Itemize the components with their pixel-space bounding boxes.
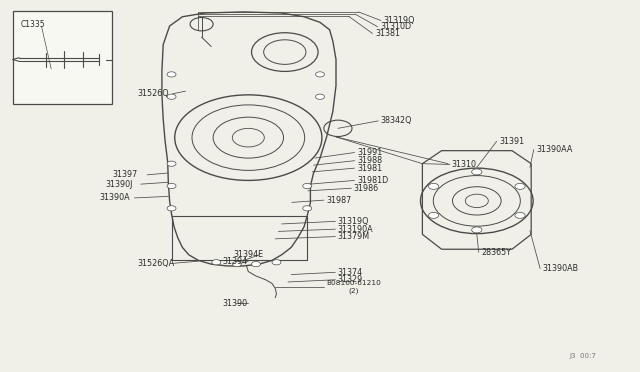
Circle shape	[316, 94, 324, 99]
Text: 38342Q: 38342Q	[381, 116, 412, 125]
Text: J3  00:7: J3 00:7	[570, 353, 596, 359]
Text: 31310: 31310	[451, 160, 476, 169]
Text: 31390J: 31390J	[106, 180, 133, 189]
Text: 31390: 31390	[223, 299, 248, 308]
Circle shape	[515, 212, 525, 218]
Text: 31991: 31991	[357, 148, 382, 157]
Circle shape	[316, 72, 324, 77]
Text: 31390A: 31390A	[99, 193, 130, 202]
Circle shape	[272, 260, 281, 265]
Text: 31526QA: 31526QA	[138, 259, 175, 268]
Circle shape	[232, 262, 241, 267]
Circle shape	[212, 260, 221, 265]
Text: 31390AA: 31390AA	[536, 145, 573, 154]
Text: 31394: 31394	[223, 257, 248, 266]
Circle shape	[472, 169, 482, 175]
Circle shape	[428, 183, 438, 189]
Text: 31526Q: 31526Q	[138, 89, 169, 98]
Text: B08160-61210
(2): B08160-61210 (2)	[326, 280, 381, 294]
Bar	[13, 11, 112, 104]
Text: 28365Y: 28365Y	[481, 248, 511, 257]
Text: 313190A: 313190A	[338, 225, 374, 234]
Circle shape	[428, 212, 438, 218]
Circle shape	[472, 227, 482, 233]
Text: 31397: 31397	[112, 170, 137, 179]
Circle shape	[303, 206, 312, 211]
Circle shape	[167, 94, 176, 99]
Text: 31391: 31391	[499, 137, 524, 146]
Text: 31981: 31981	[357, 164, 382, 173]
Text: 31319Q: 31319Q	[338, 217, 369, 226]
Text: 31394E: 31394E	[234, 250, 264, 259]
Circle shape	[167, 183, 176, 189]
Text: 31329: 31329	[338, 275, 363, 284]
Circle shape	[167, 161, 176, 166]
Text: 31987: 31987	[326, 196, 351, 205]
Text: 31381: 31381	[375, 29, 400, 38]
Text: 31986: 31986	[354, 184, 379, 193]
Text: C1335: C1335	[20, 20, 45, 29]
Circle shape	[515, 183, 525, 189]
Text: 31390AB: 31390AB	[543, 264, 579, 273]
Text: 31379M: 31379M	[338, 232, 370, 241]
Circle shape	[167, 72, 176, 77]
Text: 31319Q: 31319Q	[383, 16, 415, 25]
Text: 31988: 31988	[357, 156, 382, 165]
Text: 31981D: 31981D	[357, 176, 388, 185]
Circle shape	[252, 262, 260, 267]
Text: 31374: 31374	[338, 268, 363, 277]
Circle shape	[167, 206, 176, 211]
Text: 31310D: 31310D	[380, 22, 412, 31]
Circle shape	[303, 183, 312, 189]
